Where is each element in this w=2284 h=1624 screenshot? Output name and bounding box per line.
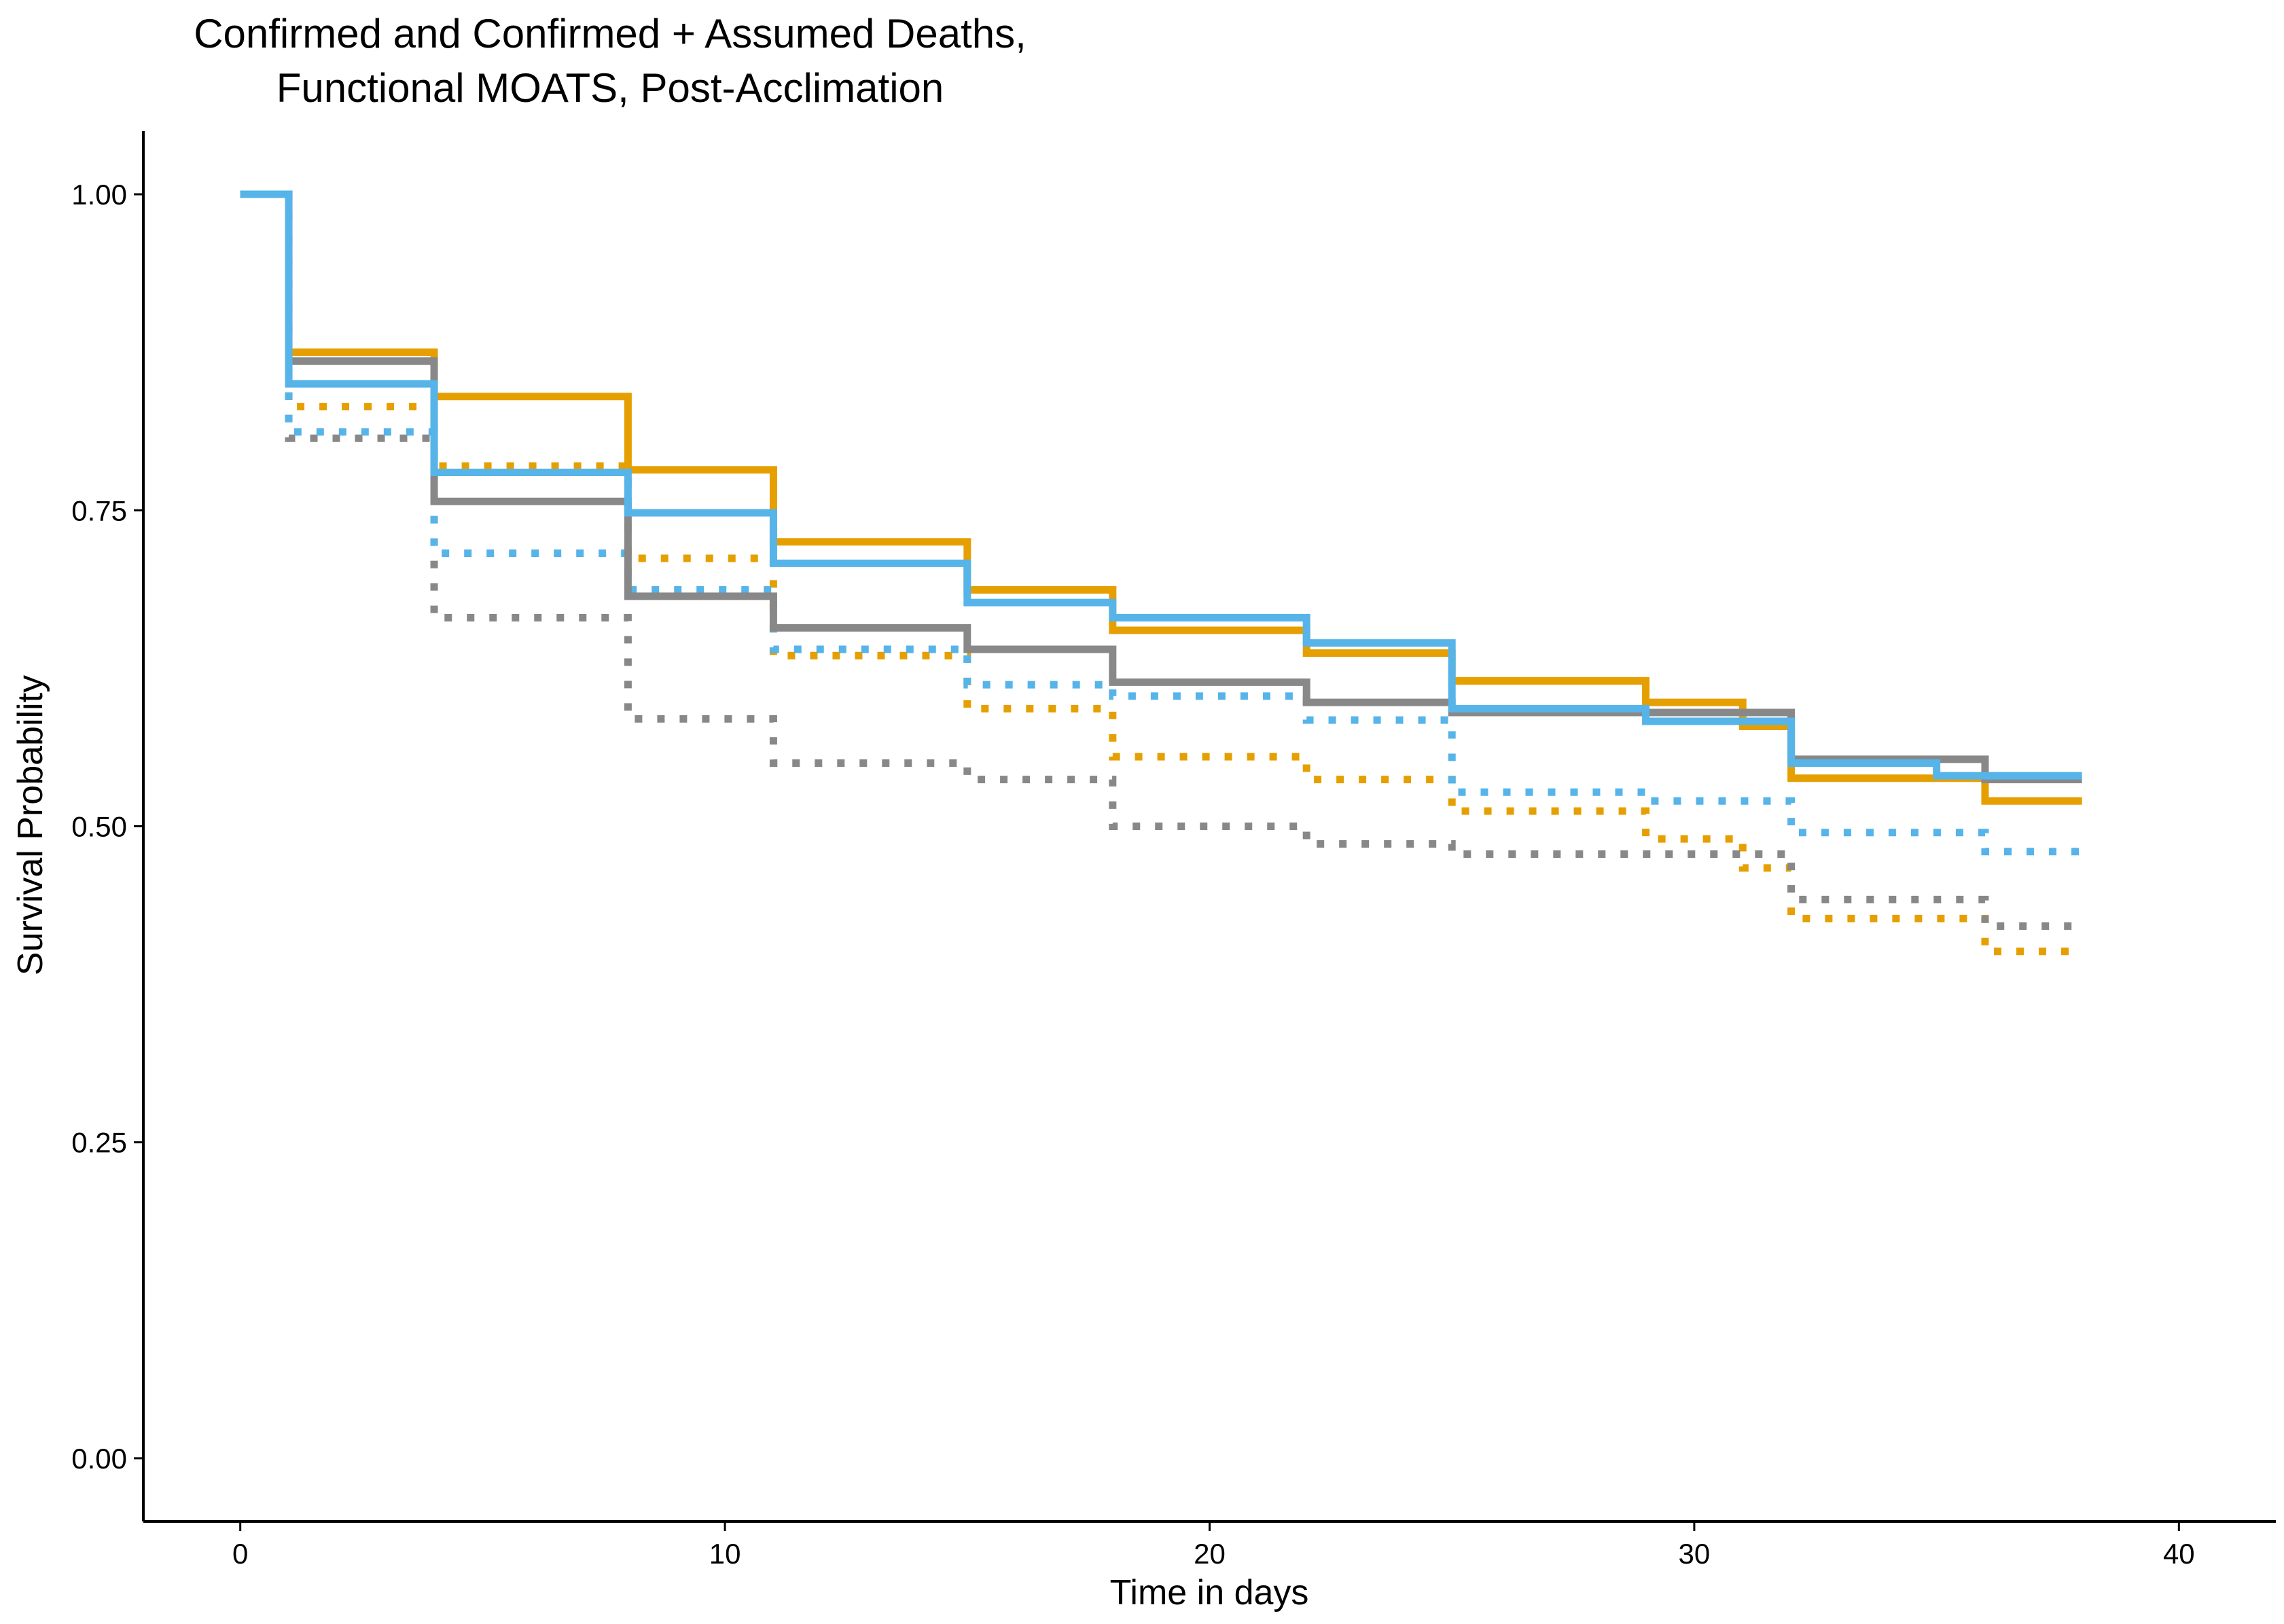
y-tick-label: 0.00 [71,1443,127,1475]
chart-title-line-1: Confirmed and Confirmed + Assumed Deaths… [194,11,1027,56]
x-tick-label: 20 [1194,1538,1226,1570]
x-tick-label: 40 [2163,1538,2195,1570]
x-axis-label: Time in days [1110,1573,1309,1612]
survival-curve-dotted-5 [240,190,2082,856]
y-tick-label: 1.00 [71,179,127,211]
y-tick-label: 0.50 [71,811,127,843]
y-tick-label: 0.25 [71,1127,127,1159]
y-tick-label: 0.75 [71,494,127,526]
y-axis-ticks: 0.00 0.25 0.50 0.75 1.00 [71,179,143,1475]
chart-title: Confirmed and Confirmed + Assumed Deaths… [194,11,1027,111]
x-tick-label: 10 [709,1538,741,1570]
series-layer [240,190,2082,956]
survival-curve-solid-2 [240,190,2082,780]
x-tick-label: 30 [1679,1538,1711,1570]
x-axis-ticks: 0 10 20 30 40 [232,1521,2195,1570]
x-tick-label: 0 [232,1538,248,1570]
survival-curve-dotted-3 [240,190,2082,956]
y-axis-label: Survival Probability [11,675,50,975]
survival-curve-solid-0 [240,190,2082,805]
survival-curve-dotted-4 [240,190,2082,931]
chart-title-line-2: Functional MOATS, Post-Acclimation [276,65,944,111]
